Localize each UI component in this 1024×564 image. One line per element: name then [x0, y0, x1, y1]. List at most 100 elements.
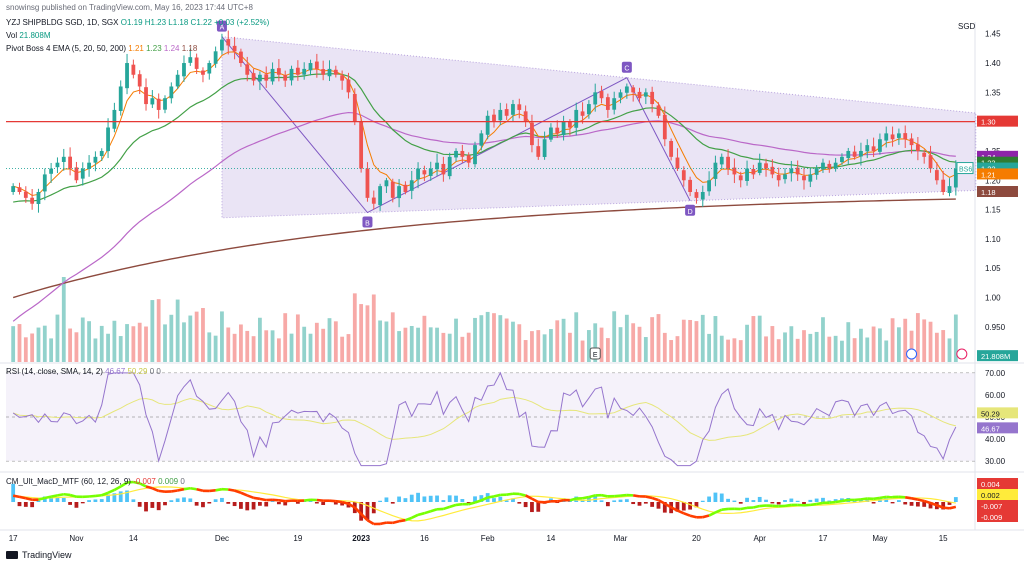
macd-histogram-bar — [435, 495, 439, 502]
volume-bar — [903, 318, 908, 362]
volume-bar — [258, 317, 262, 362]
macd-line-segment — [784, 503, 792, 508]
macd-histogram-bar — [713, 492, 718, 502]
volume-bar — [182, 322, 186, 362]
volume-bar — [289, 333, 294, 362]
macd-histogram-bar — [144, 502, 148, 512]
macd-histogram-bar — [245, 502, 250, 511]
volume-bar — [675, 336, 680, 362]
price-tag — [977, 156, 1018, 168]
volume-bar — [169, 314, 174, 362]
candle-body — [549, 127, 553, 140]
macd-histogram-bar — [447, 495, 452, 502]
rsi-legend[interactable]: RSI (14, close, SMA, 14, 2) 46.67 50.29 … — [6, 367, 161, 376]
macd-line-segment — [601, 493, 609, 498]
volume-bar — [61, 277, 66, 362]
candle-body — [403, 184, 408, 192]
candle-body — [568, 121, 572, 128]
candle-body — [694, 192, 699, 198]
macd-histogram-bar — [207, 502, 212, 504]
volume-bar — [814, 331, 819, 362]
candle-body — [871, 146, 876, 151]
macd-line-segment — [392, 519, 400, 525]
candle-body — [511, 104, 515, 115]
volume-bar — [492, 313, 496, 362]
rsi-extra-2: 0 — [156, 367, 161, 376]
macd-histogram-bar — [580, 500, 585, 502]
ema5-value: 1.21 — [128, 44, 144, 53]
price-tag-label: 1.18 — [981, 188, 996, 197]
macd-line-segment — [366, 519, 375, 526]
macd-histogram-bar — [612, 500, 617, 502]
symbol-name[interactable]: YZJ SHIPBLDG SGD, 1D, SGX — [6, 18, 119, 27]
macd-histogram-bar — [125, 490, 129, 502]
macd-line-segment — [215, 487, 223, 492]
price-tag — [977, 168, 1018, 180]
volume-bar — [890, 318, 895, 362]
candle-body — [878, 139, 882, 152]
macd-histogram-bar — [93, 499, 98, 502]
volume-bar — [928, 321, 933, 362]
candle-body — [264, 74, 269, 81]
volume-bar — [371, 294, 376, 362]
volume-bar — [719, 335, 724, 362]
volume-bar — [118, 336, 123, 362]
volume-bar — [504, 318, 509, 362]
macd-line-segment — [353, 506, 363, 515]
macd-line-segment — [664, 502, 672, 509]
macd-tag — [977, 500, 1018, 511]
macd-histogram-bar — [865, 498, 870, 502]
ema-legend[interactable]: Pivot Boss 4 EMA (5, 20, 50, 200) 1.21 1… — [6, 44, 197, 53]
macd-histogram-bar — [264, 502, 269, 507]
volume-bar — [163, 324, 167, 362]
volume-bar — [156, 299, 161, 362]
macd-histogram-bar — [884, 498, 889, 502]
macd-line-segment — [145, 485, 153, 490]
price-tick-label: 0.950 — [985, 323, 1006, 332]
volume-bar — [643, 337, 648, 362]
macd-histogram-bar — [517, 502, 522, 504]
volume-bar — [270, 330, 275, 362]
macd-histogram-bar — [694, 502, 699, 508]
macd-line-segment — [702, 514, 710, 519]
macd-histogram-bar — [700, 500, 705, 502]
macd-line-segment — [379, 521, 387, 526]
macd-histogram-bar — [555, 502, 560, 504]
volume-bar — [542, 334, 547, 362]
macd-legend[interactable]: CM_Ult_MacD_MTF (60, 12, 26, 9) -0.007 0… — [6, 477, 185, 486]
volume-bar — [776, 339, 781, 362]
volume-bar — [352, 293, 357, 362]
volume-legend[interactable]: Vol 21.808M — [6, 31, 51, 40]
macd-line-segment — [240, 491, 248, 497]
candle-body — [789, 168, 794, 174]
volume-bar — [789, 326, 794, 362]
volume-bar — [365, 305, 370, 362]
price-tick-label: 1.00 — [985, 294, 1001, 303]
candle-body — [485, 115, 490, 135]
candle-body — [700, 192, 705, 200]
macd-histogram-bar — [941, 502, 946, 510]
macd-histogram-bar — [137, 502, 142, 507]
macd-histogram-bar — [922, 502, 927, 507]
volume-bar — [428, 327, 433, 362]
bs6-label: BS6 — [959, 167, 972, 174]
candle-body — [498, 109, 503, 121]
macd-histogram-bar — [833, 499, 838, 502]
candle-body — [460, 150, 465, 157]
candle-body — [194, 57, 199, 69]
volume-bar — [662, 332, 667, 362]
volume-bar — [473, 317, 477, 362]
candle-body — [580, 111, 585, 116]
volume-bar — [561, 318, 566, 362]
candle-body — [112, 109, 117, 129]
volume-bar — [631, 323, 636, 362]
candle-body — [359, 121, 364, 169]
candle-body — [137, 74, 142, 87]
macd-histogram-bar — [226, 502, 231, 504]
macd-line-segment — [228, 488, 235, 492]
macd-line-segment — [424, 510, 432, 515]
candle-body — [726, 156, 730, 169]
macd-line-segment — [246, 494, 255, 500]
macd-histogram-bar — [106, 494, 110, 502]
